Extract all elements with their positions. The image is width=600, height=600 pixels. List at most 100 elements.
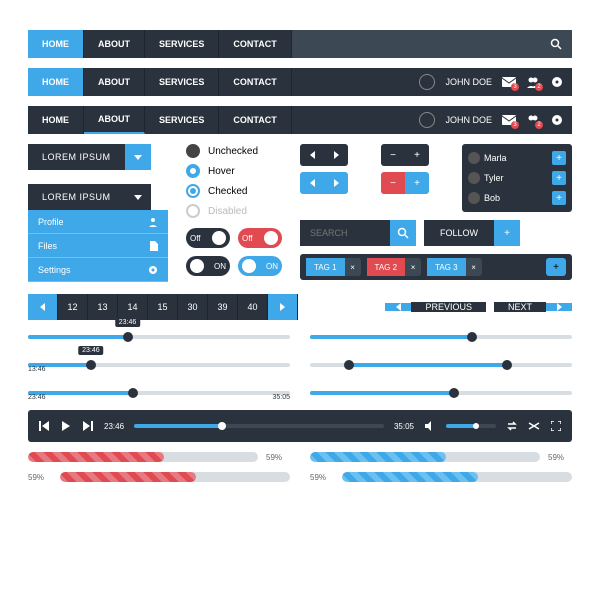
tag-3[interactable]: TAG 3× [427, 258, 482, 276]
slider-5[interactable]: 23:4635:05 [28, 386, 290, 400]
nav-services[interactable]: SERVICES [145, 30, 219, 58]
nav3-services[interactable]: SERVICES [145, 106, 219, 134]
pagination: 12 13 14 15 30 39 40 [28, 294, 298, 320]
slider-range[interactable] [310, 358, 572, 372]
nav-search-area[interactable] [292, 30, 572, 58]
follow-button[interactable]: FOLLOW + [424, 220, 520, 246]
close-icon-2[interactable]: × [405, 258, 421, 276]
nav3-home[interactable]: HOME [28, 106, 84, 134]
next-button-2[interactable] [324, 172, 348, 194]
username-2: JOHN DOE [445, 115, 492, 125]
page-39[interactable]: 39 [208, 294, 238, 320]
nav3-about[interactable]: ABOUT [84, 106, 145, 134]
search-box [300, 220, 416, 246]
toggle-on-dark[interactable]: ON [186, 256, 230, 276]
avatar-icon[interactable] [419, 74, 435, 90]
page-40[interactable]: 40 [238, 294, 268, 320]
shuffle-icon[interactable] [528, 420, 540, 432]
chevron-down-icon [134, 155, 142, 160]
menu-settings[interactable]: Settings [28, 258, 168, 282]
repeat-icon[interactable] [506, 420, 518, 432]
fullscreen-icon[interactable] [550, 420, 562, 432]
player-seek[interactable] [134, 424, 384, 428]
radio-hover[interactable]: Hover [186, 164, 282, 178]
arrow-nav-dark [300, 144, 348, 166]
prev-button-2[interactable] [300, 172, 324, 194]
next-button-big[interactable]: NEXT [494, 294, 572, 320]
page-30[interactable]: 30 [178, 294, 208, 320]
nav-home[interactable]: HOME [28, 30, 84, 58]
add-user-icon-2[interactable]: + [552, 171, 566, 185]
popover-user-3[interactable]: Bob+ [462, 188, 572, 208]
users-popover: Marla+ Tyler+ Bob+ [462, 144, 572, 212]
page-13[interactable]: 13 [88, 294, 118, 320]
add-user-icon[interactable]: + [552, 151, 566, 165]
radio-checked[interactable]: Checked [186, 184, 282, 198]
add-user-icon-3[interactable]: + [552, 191, 566, 205]
dropdown-open[interactable]: LOREM IPSUM [28, 184, 168, 210]
pager-prev[interactable] [28, 294, 58, 320]
slider-6[interactable] [310, 386, 572, 400]
page-15[interactable]: 15 [148, 294, 178, 320]
nav2-services[interactable]: SERVICES [145, 68, 219, 96]
minus-button-2[interactable]: − [381, 172, 405, 194]
gear-icon-2[interactable] [550, 113, 564, 127]
volume-slider[interactable] [446, 424, 496, 428]
page-14[interactable]: 14 [118, 294, 148, 320]
tag-1[interactable]: TAG 1× [306, 258, 361, 276]
tag-2[interactable]: TAG 2× [367, 258, 422, 276]
users-icon-2[interactable]: 2 [526, 113, 540, 127]
previous-button[interactable]: PREVIOUS [385, 294, 486, 320]
plus-button[interactable]: + [405, 144, 429, 166]
close-icon-3[interactable]: × [466, 258, 482, 276]
page-12[interactable]: 12 [58, 294, 88, 320]
nav3-contact[interactable]: CONTACT [219, 106, 291, 134]
slider-3[interactable]: 13:4623:46 [28, 358, 290, 372]
nav-contact[interactable]: CONTACT [219, 30, 291, 58]
time-total: 35:05 [394, 422, 414, 431]
nav-about[interactable]: ABOUT [84, 30, 145, 58]
close-icon[interactable]: × [345, 258, 361, 276]
player-play[interactable] [60, 420, 72, 432]
toggle-on-blue[interactable]: ON [238, 256, 282, 276]
radio-unchecked[interactable]: Unchecked [186, 144, 282, 158]
player-prev[interactable] [38, 420, 50, 432]
progress-2: 59% [310, 452, 572, 462]
search-button[interactable] [390, 220, 416, 246]
chevron-down-icon-2 [134, 195, 142, 200]
nav2-right: JOHN DOE 3 2 [292, 68, 572, 96]
search-input[interactable] [300, 220, 390, 246]
prev-button[interactable] [300, 144, 324, 166]
plus-icon: + [494, 220, 520, 246]
next-button[interactable] [324, 144, 348, 166]
plus-button-2[interactable]: + [405, 172, 429, 194]
nav2-home[interactable]: HOME [28, 68, 84, 96]
volume-icon[interactable] [424, 420, 436, 432]
minus-button[interactable]: − [381, 144, 405, 166]
nav2-about[interactable]: ABOUT [84, 68, 145, 96]
search-icon [550, 38, 562, 50]
mail-icon-2[interactable]: 3 [502, 113, 516, 127]
slider-1[interactable]: 23:46 [28, 330, 290, 344]
nav-bar-2: HOME ABOUT SERVICES CONTACT JOHN DOE 3 2 [28, 68, 572, 96]
add-tag-button[interactable]: + [546, 258, 566, 276]
pager-next[interactable] [268, 294, 298, 320]
popover-user-1[interactable]: Marla+ [462, 148, 572, 168]
menu-profile[interactable]: Profile [28, 210, 168, 234]
toggle-off-red[interactable]: Off [238, 228, 282, 248]
toggle-off-dark[interactable]: Off [186, 228, 230, 248]
popover-user-2[interactable]: Tyler+ [462, 168, 572, 188]
mail-icon[interactable]: 3 [502, 75, 516, 89]
radio-disabled: Disabled [186, 204, 282, 218]
dropdown-closed[interactable]: LOREM IPSUM [28, 144, 168, 170]
nav2-contact[interactable]: CONTACT [219, 68, 291, 96]
media-player: 23:46 35:05 [28, 410, 572, 442]
radio-group: Unchecked Hover Checked Disabled [186, 144, 282, 218]
gear-icon[interactable] [550, 75, 564, 89]
search-icon-2 [397, 227, 409, 239]
slider-2[interactable] [310, 330, 572, 344]
player-next[interactable] [82, 420, 94, 432]
users-icon[interactable]: 2 [526, 75, 540, 89]
menu-files[interactable]: Files [28, 234, 168, 258]
avatar-icon-2[interactable] [419, 112, 435, 128]
